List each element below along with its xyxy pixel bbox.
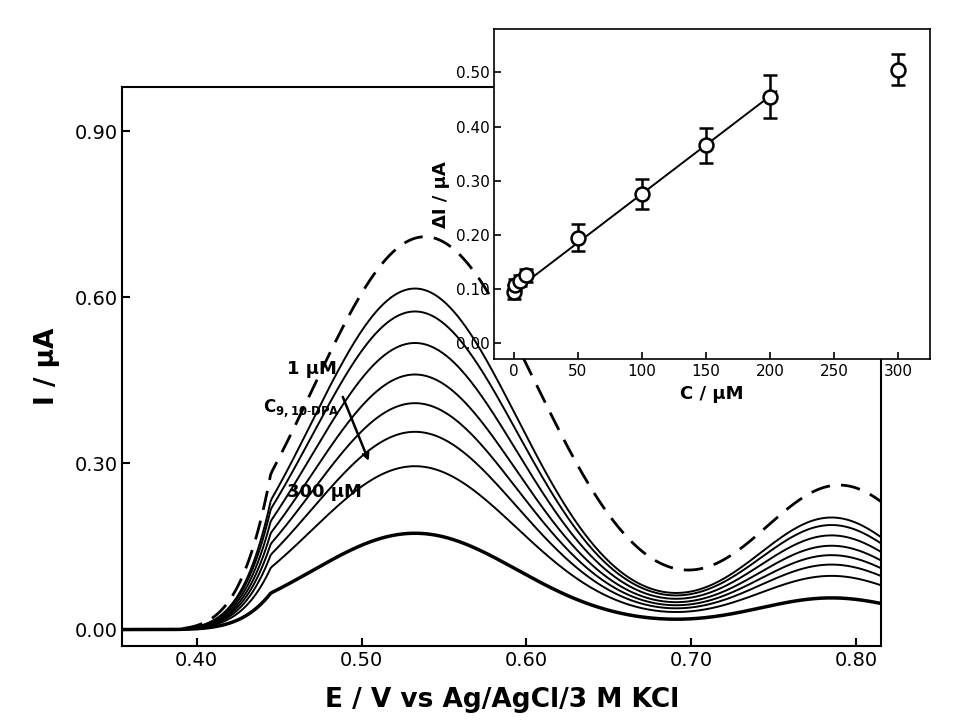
- Text: $\mathbf{C}_{\mathbf{9,10\text{-}DPA}}$: $\mathbf{C}_{\mathbf{9,10\text{-}DPA}}$: [262, 397, 339, 419]
- X-axis label: E / V vs Ag/AgCl/3 M KCl: E / V vs Ag/AgCl/3 M KCl: [325, 687, 678, 713]
- Text: 300 μM: 300 μM: [287, 483, 362, 501]
- Text: 1 μM: 1 μM: [287, 359, 336, 378]
- Y-axis label: I / μA: I / μA: [34, 328, 61, 405]
- X-axis label: C / μM: C / μM: [680, 385, 743, 403]
- Y-axis label: ΔI / μA: ΔI / μA: [431, 161, 450, 227]
